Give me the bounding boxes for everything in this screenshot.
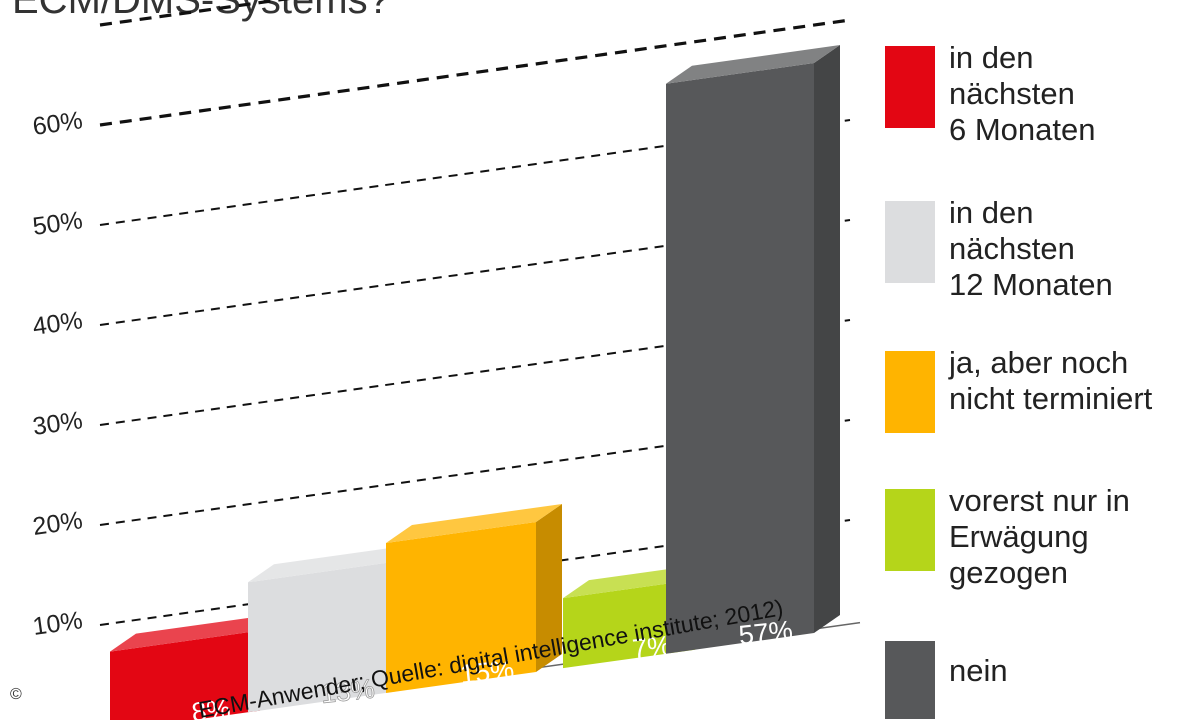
y-tick-label: 10% [31, 606, 84, 641]
bar-top-face [666, 45, 840, 84]
bar-value-label: 8% [190, 694, 232, 720]
bars: 8% 13% 15% 7% 57% [110, 45, 840, 720]
bar-front-face [110, 630, 260, 720]
bar-value-label: 15% [459, 654, 516, 689]
bar-chart: 10%20%30%40%50%60% 8%13%15%7% 57% ECM-Anw… [31, 0, 861, 720]
bar-2: 13% [248, 543, 422, 713]
bar-3: 15% [386, 503, 562, 693]
legend-label: nein [949, 653, 1008, 688]
legend-label: vorerst nur in Erwägung gezogen [949, 483, 1130, 590]
bar-5: 57% [666, 45, 840, 654]
gridline-70 [99, 0, 291, 27]
bar-top-face [110, 612, 286, 652]
legend-label: in den nächsten 6 Monaten [949, 40, 1096, 147]
legend: in den nächsten 6 Monaten in den nächsten… [885, 0, 1200, 720]
legend-label: ja, aber noch nicht terminiert [949, 345, 1153, 416]
bar-front-face [386, 521, 536, 693]
bar-value-label: 13% [319, 674, 376, 709]
legend-swatch [885, 641, 935, 719]
bar-top-face [386, 503, 562, 543]
y-axis-ticks: 10% 20% 30% 40% 50% 60% [31, 106, 84, 641]
bar-front-face [248, 561, 396, 713]
y-tick-label: 40% [31, 306, 84, 341]
legend-label: in den nächsten 12 Monaten [949, 195, 1113, 302]
y-tick-label: 20% [31, 506, 84, 541]
y-tick-label: 60% [31, 106, 84, 141]
y-tick-label: 30% [31, 406, 84, 441]
legend-swatch [885, 351, 935, 433]
bar-front-face [666, 63, 814, 654]
bar-side-face [814, 45, 840, 634]
bar-top-face [248, 543, 422, 583]
legend-swatch [885, 46, 935, 128]
bar-front-face [563, 579, 695, 669]
gridline-60 [99, 18, 851, 127]
legend-swatch [885, 201, 935, 283]
bar-value-label: 7% [631, 630, 673, 664]
bar-side-face [536, 503, 562, 672]
bar-value-label: 57% [737, 615, 794, 650]
legend-swatch [885, 489, 935, 571]
copyright-mark: © [10, 686, 22, 703]
bar-1: 8% [110, 612, 286, 720]
y-tick-label: 50% [31, 206, 84, 241]
